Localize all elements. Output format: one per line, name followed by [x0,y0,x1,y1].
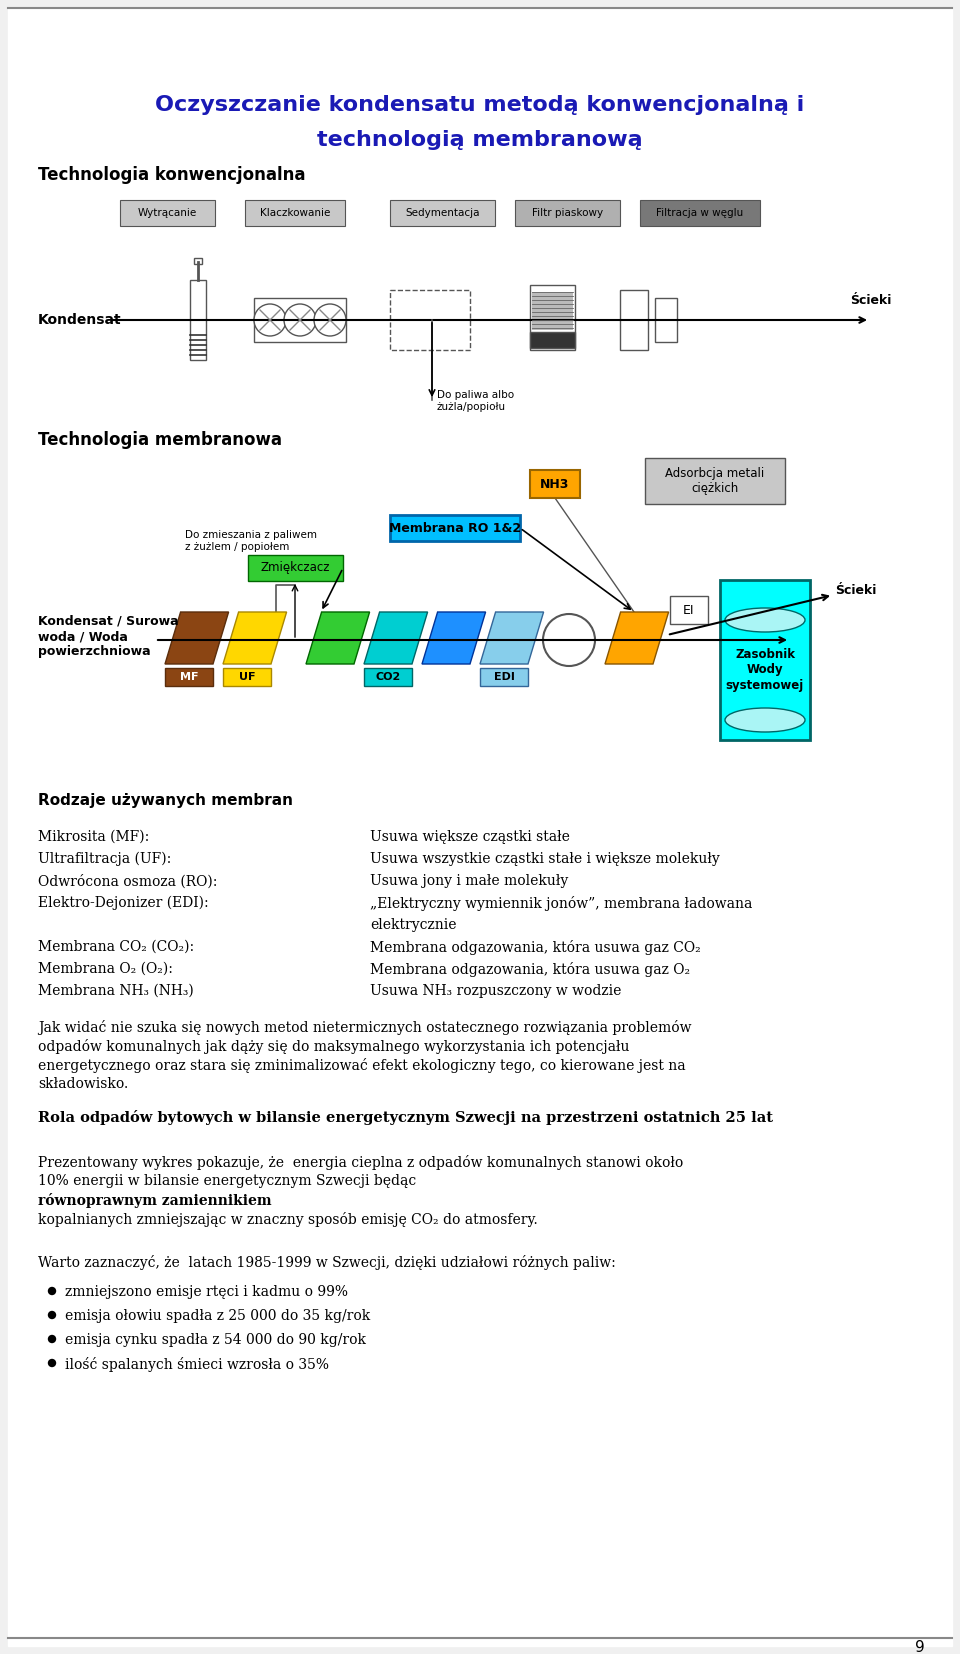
Polygon shape [422,612,486,663]
Text: Rodzaje używanych membran: Rodzaje używanych membran [38,792,293,807]
Text: Membrana NH₃ (NH₃): Membrana NH₃ (NH₃) [38,984,194,997]
Text: Membrana RO 1&2: Membrana RO 1&2 [389,521,521,534]
Text: elektrycznie: elektrycznie [370,918,457,931]
Text: Do zmieszania z paliwem
z żużlem / popiołem: Do zmieszania z paliwem z żużlem / popio… [185,529,317,551]
Text: Zmiękczacz: Zmiękczacz [260,561,329,574]
Bar [194,258,202,265]
Bar [190,280,206,361]
Text: równoprawnym zamiennikiem: równoprawnym zamiennikiem [38,1193,272,1207]
Text: Usuwa wszystkie cząstki stałe i większe molekuły: Usuwa wszystkie cząstki stałe i większe … [370,852,720,867]
Text: Usuwa większe cząstki stałe: Usuwa większe cząstki stałe [370,830,570,844]
Circle shape [49,1335,56,1343]
Text: CO2: CO2 [375,672,400,681]
Text: Filtracja w węglu: Filtracja w węglu [657,208,744,218]
Text: Rola odpadów bytowych w bilansie energetycznym Szwecji na przestrzeni ostatnich : Rola odpadów bytowych w bilansie energet… [38,1110,773,1125]
Text: Ścieki: Ścieki [835,584,876,597]
Text: Technologia membranowa: Technologia membranowa [38,432,282,448]
Text: MF: MF [180,672,199,681]
Circle shape [314,304,346,336]
Circle shape [49,1360,56,1366]
Bar [165,668,213,686]
Bar [390,514,520,541]
Bar [390,289,470,351]
Bar [364,668,412,686]
Bar [223,668,271,686]
Text: Zasobnik
Wody
systemowej: Zasobnik Wody systemowej [726,648,804,691]
Polygon shape [306,612,370,663]
Circle shape [254,304,286,336]
Text: Adsorbcja metali
ciężkich: Adsorbcja metali ciężkich [665,466,764,495]
Text: Sedymentacja: Sedymentacja [405,208,480,218]
Text: EI: EI [684,604,695,617]
Text: Do paliwa albo
żużla/popiołu: Do paliwa albo żużla/popiołu [437,390,515,412]
Text: emisja cynku spadła z 54 000 do 90 kg/rok: emisja cynku spadła z 54 000 do 90 kg/ro… [65,1333,366,1346]
Bar [530,332,575,347]
Text: „Elektryczny wymiennik jonów”, membrana ładowana: „Elektryczny wymiennik jonów”, membrana … [370,896,753,911]
Circle shape [49,1312,56,1318]
Text: składowisko.: składowisko. [38,1077,129,1092]
Text: odpadów komunalnych jak dąży się do maksymalnego wykorzystania ich potencjału: odpadów komunalnych jak dąży się do maks… [38,1039,630,1054]
Bar [515,200,620,227]
Text: Usuwa NH₃ rozpuszczony w wodzie: Usuwa NH₃ rozpuszczony w wodzie [370,984,621,997]
Circle shape [543,614,595,667]
Text: Technologia konwencjonalna: Technologia konwencjonalna [38,165,305,184]
Text: Filtr piaskowy: Filtr piaskowy [532,208,603,218]
Text: Odwrócona osmoza (RO):: Odwrócona osmoza (RO): [38,873,217,888]
Bar [655,298,677,342]
Bar [640,200,760,227]
Bar [670,595,708,624]
Bar [530,470,580,498]
Text: Membrana odgazowania, która usuwa gaz CO₂: Membrana odgazowania, która usuwa gaz CO… [370,939,701,954]
Text: Membrana CO₂ (CO₂):: Membrana CO₂ (CO₂): [38,939,194,954]
Ellipse shape [725,609,805,632]
Text: Mikrosita (MF):: Mikrosita (MF): [38,830,149,844]
Bar [532,293,573,331]
Text: zmniejszono emisje rtęci i kadmu o 99%: zmniejszono emisje rtęci i kadmu o 99% [65,1285,348,1298]
Text: Membrana odgazowania, która usuwa gaz O₂: Membrana odgazowania, która usuwa gaz O₂ [370,963,690,978]
Text: Klaczkowanie: Klaczkowanie [260,208,330,218]
Text: emisja ołowiu spadła z 25 000 do 35 kg/rok: emisja ołowiu spadła z 25 000 do 35 kg/r… [65,1308,371,1323]
Text: Prezentowany wykres pokazuje, że  energia cieplna z odpadów komunalnych stanowi : Prezentowany wykres pokazuje, że energia… [38,1154,684,1169]
Polygon shape [480,612,543,663]
Text: Ultrafiltracja (UF):: Ultrafiltracja (UF): [38,852,171,867]
Circle shape [284,304,316,336]
Bar [645,458,785,504]
Text: Warto zaznaczyć, że  latach 1985-1999 w Szwecji, dzięki udziałowi różnych paliw:: Warto zaznaczyć, że latach 1985-1999 w S… [38,1255,615,1270]
Text: ilość spalanych śmieci wzrosła o 35%: ilość spalanych śmieci wzrosła o 35% [65,1356,329,1373]
Text: Jak widać nie szuka się nowych metod nietermicznych ostatecznego rozwiązania pro: Jak widać nie szuka się nowych metod nie… [38,1021,691,1035]
Circle shape [49,1287,56,1295]
Text: Kondensat: Kondensat [38,313,122,327]
Text: NH3: NH3 [540,478,569,491]
Bar [245,200,345,227]
Text: Membrana O₂ (O₂):: Membrana O₂ (O₂): [38,963,173,976]
Text: EDI: EDI [493,672,515,681]
Text: Usuwa jony i małe molekuły: Usuwa jony i małe molekuły [370,873,568,888]
Polygon shape [605,612,668,663]
Bar [390,200,495,227]
Bar [120,200,215,227]
Polygon shape [364,612,427,663]
Bar [530,284,575,351]
Polygon shape [165,612,228,663]
Text: Elektro-Dejonizer (EDI):: Elektro-Dejonizer (EDI): [38,896,208,910]
Bar [480,668,528,686]
Polygon shape [223,612,287,663]
Bar [248,556,343,581]
Bar [620,289,648,351]
Bar [720,581,810,739]
Bar [254,298,346,342]
Text: energetycznego oraz stara się zminimalizować efekt ekologiczny tego, co kierowan: energetycznego oraz stara się zminimaliz… [38,1059,685,1073]
Text: Oczyszczanie kondensatu metodą konwencjonalną i: Oczyszczanie kondensatu metodą konwencjo… [156,94,804,116]
Text: Kondensat / Surowa
woda / Woda
powierzchniowa: Kondensat / Surowa woda / Woda powierzch… [38,615,179,658]
Text: 9: 9 [915,1641,924,1654]
Ellipse shape [725,708,805,733]
Text: UF: UF [239,672,255,681]
Text: Ścieki: Ścieki [850,293,892,306]
Text: 10% energii w bilansie energetycznym Szwecji będąc: 10% energii w bilansie energetycznym Szw… [38,1174,420,1188]
Text: Wytrącanie: Wytrącanie [138,208,197,218]
Text: kopalnianych zmniejszając w znaczny sposób emisję CO₂ do atmosfery.: kopalnianych zmniejszając w znaczny spos… [38,1212,538,1227]
Text: technologią membranową: technologią membranową [317,131,643,151]
